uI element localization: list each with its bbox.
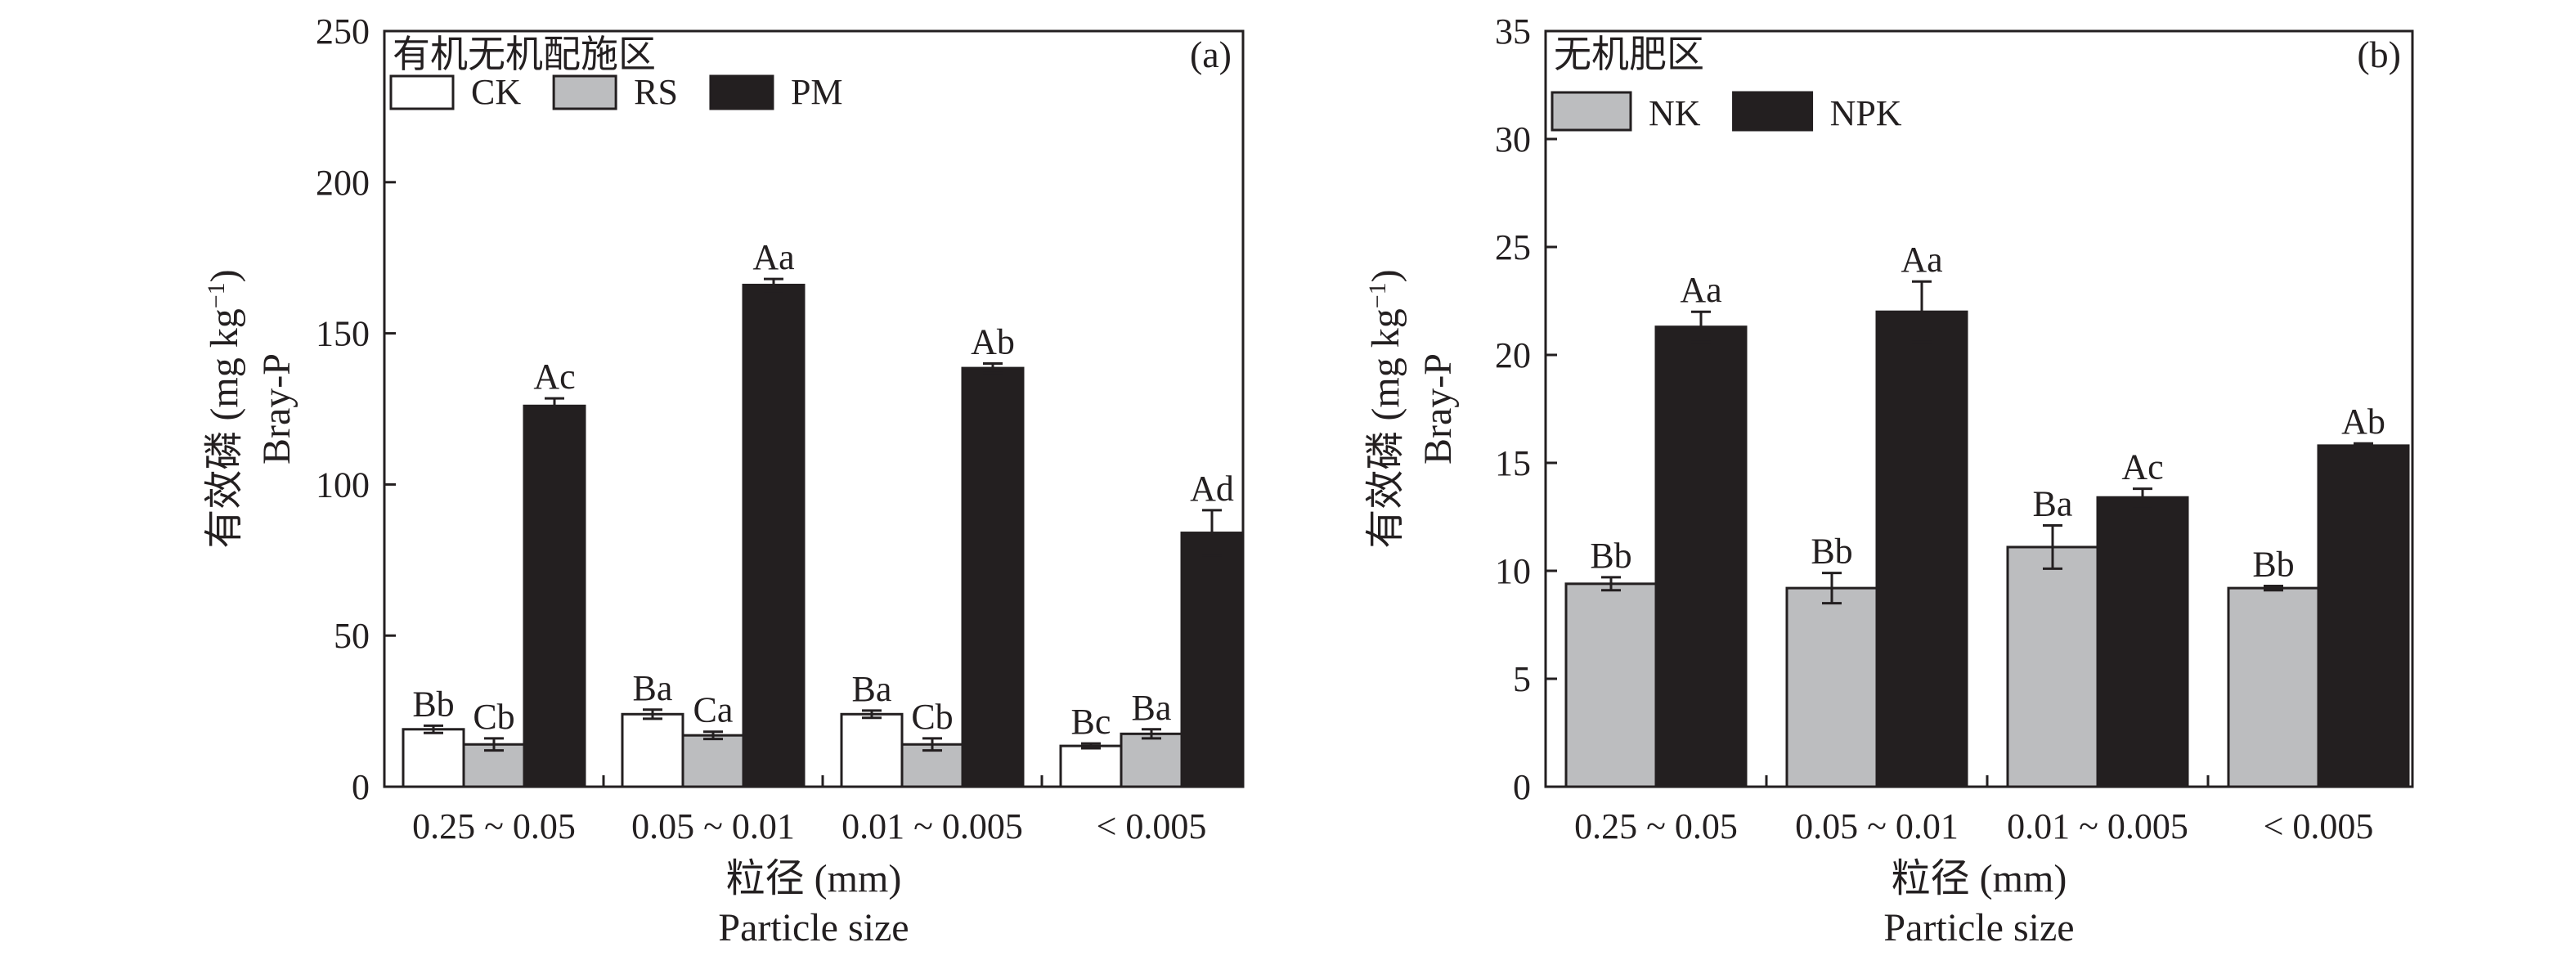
y-tick-label: 200	[316, 163, 370, 203]
legend-swatch-pm	[709, 74, 774, 110]
panel-title: 无机肥区	[1554, 34, 1704, 75]
bar-rs	[681, 734, 745, 788]
y-tick-label: 50	[334, 616, 370, 656]
y-axis-title-close: )	[203, 269, 246, 282]
significance-label: Ba	[2033, 484, 2073, 524]
x-axis-title: 粒径 (mm)	[726, 857, 902, 900]
significance-label: Ac	[533, 357, 575, 397]
x-tick-label: 0.01 ~ 0.005	[841, 806, 1023, 846]
panel-a: 0 50 100 150 200 250 0.25 ~ 0.05 Bb Cb Ac 0.05 ~ 0…	[203, 11, 1245, 949]
significance-label: Aa	[1901, 240, 1942, 280]
y-axis-title-exponent: −1	[1364, 282, 1391, 308]
legend-label: NPK	[1830, 93, 1902, 133]
y-axis-title: 有效磷 (mg kg−1)	[1364, 269, 1408, 548]
significance-label: Bb	[2252, 544, 2294, 584]
y-tick-label: 20	[1495, 335, 1531, 375]
significance-label: Ba	[852, 669, 892, 709]
y-tick-label: 150	[316, 314, 370, 354]
y-axis-title-exponent: −1	[203, 282, 230, 308]
y-tick-label: 30	[1495, 119, 1531, 159]
bar-rs	[1120, 732, 1183, 788]
significance-label: Bb	[1590, 536, 1631, 576]
y-tick-label: 10	[1495, 551, 1531, 591]
y-axis-title-close: )	[1364, 269, 1407, 282]
x-tick-label: 0.25 ~ 0.05	[412, 806, 576, 846]
legend-label: PM	[791, 72, 843, 112]
legend-label: RS	[634, 72, 678, 112]
bar-npk	[1654, 325, 1748, 788]
significance-label: Bb	[412, 684, 454, 724]
y-axis-title-main: 有效磷 (mg kg	[1364, 308, 1407, 548]
legend-swatch-rs	[552, 74, 617, 110]
significance-label: Ab	[971, 322, 1015, 362]
plot-frame	[1544, 29, 2414, 788]
x-axis-subtitle: Particle size	[718, 906, 909, 949]
y-tick-label: 0	[352, 767, 370, 807]
significance-label: Ca	[693, 690, 734, 730]
legend-swatch-ck	[389, 74, 455, 110]
y-axis-title: 有效磷 (mg kg−1)	[203, 269, 247, 548]
x-tick-label: 0.05 ~ 0.01	[631, 806, 795, 846]
bar-nk	[1785, 586, 1878, 788]
plot-frame	[383, 29, 1245, 788]
significance-label: Cb	[911, 697, 953, 737]
legend-swatch-npk	[1732, 91, 1814, 132]
significance-label: Cb	[473, 697, 514, 737]
significance-label: Bb	[1811, 532, 1852, 572]
y-tick-label: 15	[1495, 443, 1531, 483]
x-tick-label: 0.01 ~ 0.005	[2007, 806, 2188, 846]
x-tick-label: < 0.005	[2264, 806, 2374, 846]
bar-ck	[1059, 744, 1123, 788]
y-tick-label: 5	[1513, 659, 1531, 699]
bar-pm	[742, 283, 806, 788]
bar-nk	[1564, 582, 1658, 788]
legend-label: CK	[471, 72, 521, 112]
x-tick-label: 0.05 ~ 0.01	[1795, 806, 1959, 846]
bar-pm	[961, 366, 1025, 788]
y-tick-label: 100	[316, 465, 370, 505]
bar-npk	[2096, 496, 2189, 788]
bar-nk	[2227, 586, 2320, 788]
significance-label: Ac	[2121, 447, 2163, 487]
significance-label: Ba	[633, 668, 673, 708]
y-tick-label: 35	[1495, 11, 1531, 52]
bar-npk	[2317, 444, 2410, 788]
y-tick-label: 0	[1513, 767, 1531, 807]
significance-label: Ab	[2341, 402, 2385, 442]
x-tick-label: 0.25 ~ 0.05	[1574, 806, 1738, 846]
x-tick-label: < 0.005	[1097, 806, 1207, 846]
bar-nk	[2006, 545, 2099, 788]
legend-label: NK	[1649, 93, 1701, 133]
significance-label: Ba	[1132, 688, 1172, 728]
bar-ck	[402, 728, 465, 788]
y-tick-label: 25	[1495, 227, 1531, 267]
x-axis-title: 粒径 (mm)	[1892, 857, 2067, 900]
bar-pm	[1180, 532, 1244, 788]
bar-ck	[840, 712, 904, 788]
x-axis-subtitle: Particle size	[1883, 906, 2074, 949]
panel-tag: (a)	[1190, 34, 1232, 75]
bar-ck	[621, 712, 684, 788]
panel-tag: (b)	[2357, 34, 2401, 75]
bar-npk	[1875, 310, 1968, 788]
significance-label: Aa	[1680, 270, 1721, 310]
bar-pm	[523, 404, 586, 788]
significance-label: Bc	[1071, 702, 1111, 742]
y-axis-title-en: Bray-P	[1416, 353, 1460, 465]
y-axis-title-en: Bray-P	[255, 353, 298, 465]
y-axis-title-main: 有效磷 (mg kg	[203, 308, 246, 548]
panel-b: 0 5 10 15 20 25 30 35 0.25 ~ 0.05 Bb Aa 0.05 ~ 0.01…	[1364, 11, 2414, 949]
significance-label: Ad	[1190, 469, 1234, 509]
significance-label: Aa	[752, 237, 794, 277]
legend-swatch-nk	[1551, 91, 1632, 132]
y-tick-label: 250	[316, 11, 370, 52]
panel-title: 有机无机配施区	[393, 34, 656, 75]
